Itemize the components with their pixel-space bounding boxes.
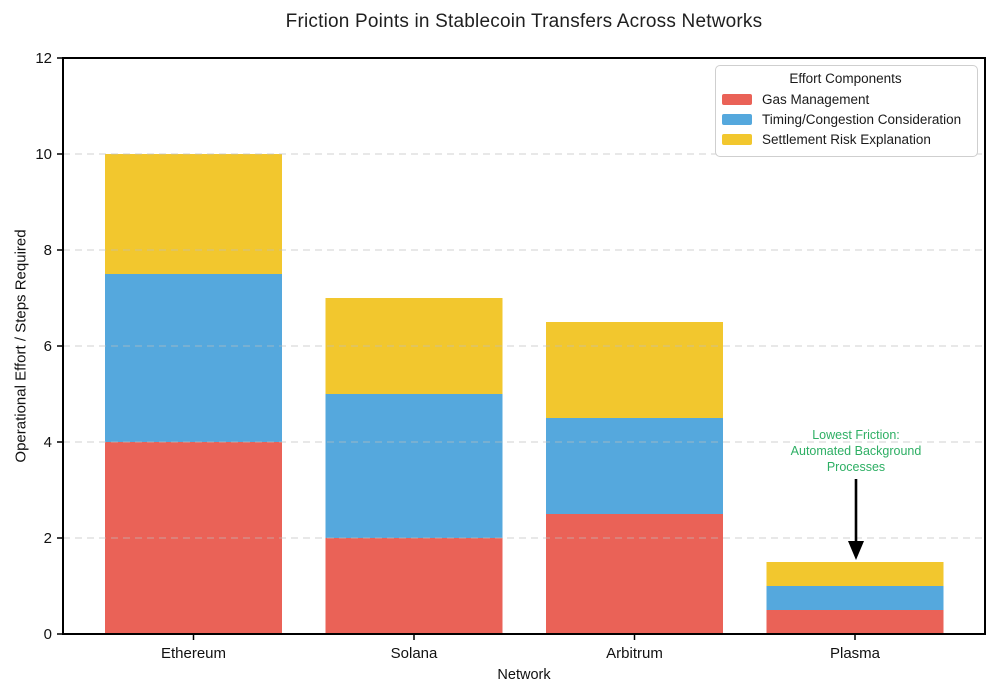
x-tick-label-arbitrum: Arbitrum xyxy=(606,645,663,662)
annotation-lowest-friction: Lowest Friction: Automated Background Proc… xyxy=(741,427,971,475)
y-tick-label-12: 12 xyxy=(35,50,52,67)
bar-segment-arbitrum-gas-management xyxy=(546,514,723,634)
legend-swatch-timing-congestion-consideration xyxy=(722,113,752,125)
legend-items: Gas Management Timing/Congestion Consider… xyxy=(722,89,969,149)
y-tick-label-4: 4 xyxy=(44,434,52,451)
bar-segment-ethereum-settlement-risk-explanation xyxy=(105,154,282,274)
legend-item-timing-congestion-consideration: Timing/Congestion Consideration xyxy=(722,109,969,129)
x-tick-label-ethereum: Ethereum xyxy=(161,645,226,662)
legend-label: Settlement Risk Explanation xyxy=(762,131,931,147)
legend-label: Gas Management xyxy=(762,91,870,107)
bar-segment-arbitrum-timing-congestion-consideration xyxy=(546,418,723,514)
annotation-line: Automated Background xyxy=(790,444,922,458)
legend-swatch-settlement-risk-explanation xyxy=(722,133,752,145)
y-tick-label-6: 6 xyxy=(44,338,52,355)
y-tick-label-10: 10 xyxy=(35,146,52,163)
legend: Effort Components Gas Management Timing/C… xyxy=(715,65,978,157)
y-tick-label-8: 8 xyxy=(44,242,52,259)
bar-segment-solana-gas-management xyxy=(325,538,503,634)
bar-segment-ethereum-timing-congestion-consideration xyxy=(105,274,282,442)
x-axis-label: Network xyxy=(497,667,551,683)
bar-segment-plasma-timing-congestion-consideration xyxy=(766,586,944,610)
bar-segment-plasma-settlement-risk-explanation xyxy=(766,562,944,586)
bar-segment-plasma-gas-management xyxy=(766,610,944,634)
x-tick-label-solana: Solana xyxy=(391,645,438,662)
legend-title: Effort Components xyxy=(789,71,902,86)
chart-title: Friction Points in Stablecoin Transfers … xyxy=(285,11,763,32)
annotation-arrow-head xyxy=(848,541,864,560)
legend-item-settlement-risk-explanation: Settlement Risk Explanation xyxy=(722,129,969,149)
bar-segment-solana-timing-congestion-consideration xyxy=(325,394,503,538)
y-tick-label-0: 0 xyxy=(44,626,52,643)
legend-label: Timing/Congestion Consideration xyxy=(762,111,962,127)
annotation-line: Processes xyxy=(826,460,886,474)
bar-segment-arbitrum-settlement-risk-explanation xyxy=(546,322,723,418)
legend-item-gas-management: Gas Management xyxy=(722,89,969,109)
y-tick-label-2: 2 xyxy=(44,530,52,547)
bar-segment-ethereum-gas-management xyxy=(105,442,282,634)
legend-swatch-gas-management xyxy=(722,93,752,105)
x-tick-label-plasma: Plasma xyxy=(830,645,881,662)
annotation-line: Lowest Friction: xyxy=(812,428,900,442)
